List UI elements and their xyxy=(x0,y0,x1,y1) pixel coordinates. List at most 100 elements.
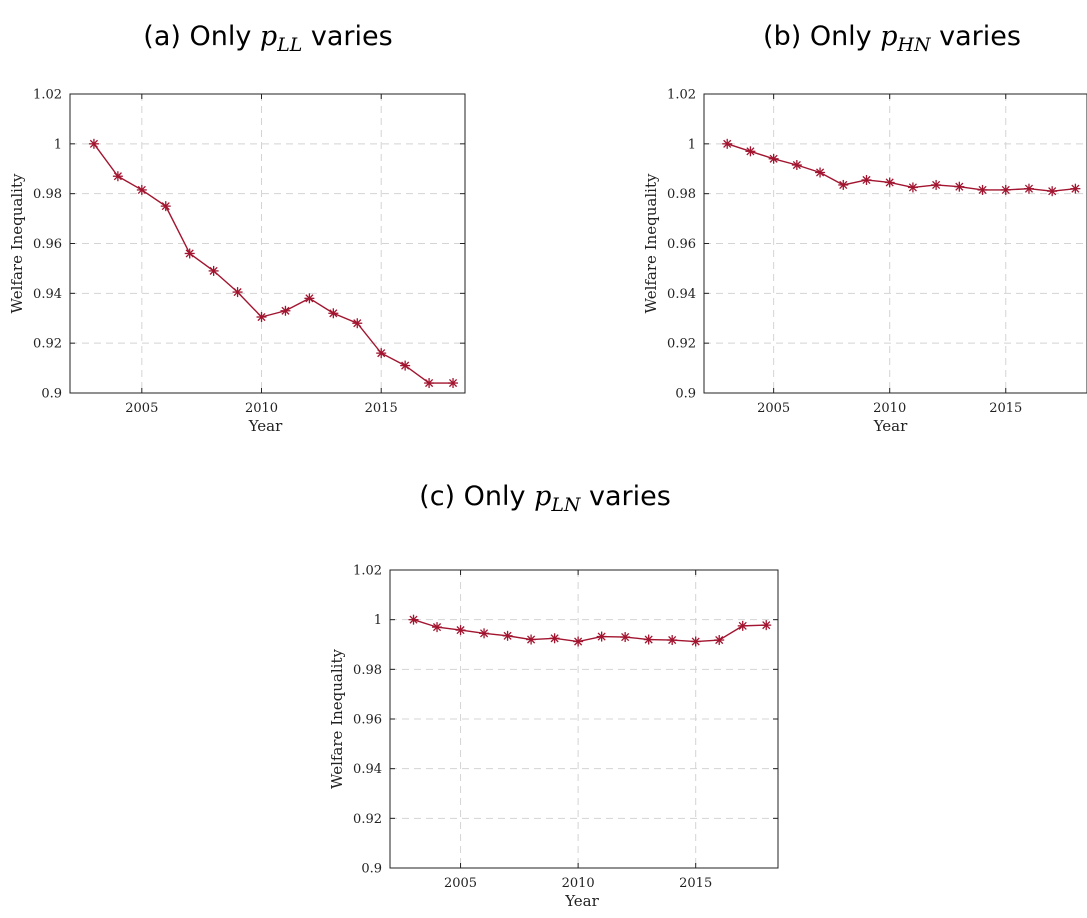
data-point xyxy=(408,614,419,625)
marker-stroke xyxy=(448,378,458,388)
data-point xyxy=(1047,186,1058,197)
data-point xyxy=(208,265,219,276)
y-tick-label: 0.98 xyxy=(353,663,382,678)
y-tick-label: 0.96 xyxy=(667,237,696,252)
data-point xyxy=(861,174,872,185)
data-point xyxy=(1070,183,1081,194)
marker-stroke xyxy=(209,266,218,275)
title-subscript: HN xyxy=(897,34,932,56)
y-tick-label: 1 xyxy=(688,137,696,152)
title-variable: p xyxy=(880,21,897,52)
marker-stroke xyxy=(862,175,871,185)
y-axis-label: Welfare Inequality xyxy=(328,649,346,789)
y-tick-label: 1 xyxy=(374,613,382,628)
y-tick-label: 0.9 xyxy=(675,387,696,402)
x-tick-label: 2015 xyxy=(365,401,398,416)
y-tick-label: 0.9 xyxy=(361,862,382,877)
marker-stroke xyxy=(89,139,98,148)
data-point xyxy=(1000,184,1011,195)
data-point xyxy=(643,634,654,645)
title-suffix: varies xyxy=(580,481,670,512)
marker-stroke xyxy=(113,172,122,181)
title-prefix: (a) Only xyxy=(143,21,260,52)
y-tick-label: 0.92 xyxy=(353,812,382,827)
y-tick-label: 0.94 xyxy=(667,287,696,302)
y-tick-label: 1.02 xyxy=(353,564,382,579)
marker-stroke xyxy=(1071,184,1080,193)
marker-stroke xyxy=(978,185,987,194)
marker-stroke xyxy=(161,202,170,211)
marker-stroke xyxy=(644,635,653,644)
y-tick-label: 0.9 xyxy=(41,387,62,402)
chart-title-a: (a) Only pLL varies xyxy=(143,21,392,56)
title-prefix: (c) Only xyxy=(419,481,534,512)
data-point xyxy=(479,628,490,639)
x-tick-label: 2015 xyxy=(679,876,712,891)
x-tick-label: 2005 xyxy=(125,401,158,416)
data-point xyxy=(526,634,537,645)
data-point xyxy=(667,635,678,646)
data-point xyxy=(502,630,513,641)
marker-stroke xyxy=(885,178,894,187)
chart-title-c: (c) Only pLN varies xyxy=(419,481,671,516)
y-tick-label: 0.92 xyxy=(33,337,62,352)
data-point xyxy=(977,184,988,195)
x-axis-label: Year xyxy=(873,417,908,435)
marker-stroke xyxy=(257,312,266,322)
x-tick-label: 2005 xyxy=(757,401,790,416)
data-point xyxy=(328,308,339,319)
title-suffix: varies xyxy=(302,21,392,52)
marker-stroke xyxy=(550,634,559,643)
x-tick-label: 2010 xyxy=(245,401,278,416)
data-point xyxy=(596,631,607,642)
title-variable: p xyxy=(534,481,551,512)
data-point xyxy=(768,153,779,164)
marker-stroke xyxy=(769,154,778,163)
marker-stroke xyxy=(480,629,489,638)
marker-stroke xyxy=(503,631,512,640)
marker-stroke xyxy=(762,621,771,630)
data-point xyxy=(448,378,459,389)
title-variable: p xyxy=(260,21,277,52)
marker-stroke xyxy=(597,632,606,641)
y-tick-label: 0.98 xyxy=(33,187,62,202)
data-point xyxy=(1023,183,1034,194)
data-point xyxy=(884,177,895,188)
y-tick-label: 1 xyxy=(54,137,62,152)
data-point xyxy=(256,312,267,323)
title-subscript: LL xyxy=(276,34,302,56)
marker-stroke xyxy=(746,147,755,156)
y-tick-label: 0.92 xyxy=(667,337,696,352)
y-tick-label: 0.96 xyxy=(33,237,62,252)
marker-stroke xyxy=(839,180,848,190)
data-point xyxy=(954,181,965,192)
data-point xyxy=(838,179,849,190)
data-point xyxy=(931,179,942,190)
x-tick-label: 2015 xyxy=(989,401,1022,416)
data-point xyxy=(745,146,756,157)
y-axis-label: Welfare Inequality xyxy=(8,173,26,313)
data-point xyxy=(714,635,725,646)
y-tick-label: 0.94 xyxy=(353,762,382,777)
data-point xyxy=(455,625,466,636)
series-line xyxy=(726,143,1076,192)
marker-stroke xyxy=(527,635,536,644)
y-tick-label: 1.02 xyxy=(667,88,696,103)
marker-stroke xyxy=(377,349,386,358)
marker-stroke xyxy=(738,621,747,630)
data-point xyxy=(573,636,584,647)
x-axis-label: Year xyxy=(248,417,283,435)
marker-stroke xyxy=(1048,187,1057,196)
marker-stroke xyxy=(908,183,917,192)
panel-a: (a) Only pLL varies 2005 2010 2015 0.9 0.92 0.… xyxy=(8,21,466,435)
data-point xyxy=(620,632,631,643)
marker-stroke xyxy=(137,185,146,194)
marker-stroke xyxy=(233,288,242,297)
data-point xyxy=(432,622,443,633)
data-point xyxy=(815,167,826,178)
marker-stroke xyxy=(353,319,362,328)
marker-stroke xyxy=(1024,184,1034,193)
title-subscript: LN xyxy=(550,494,582,516)
marker-stroke xyxy=(305,294,314,303)
